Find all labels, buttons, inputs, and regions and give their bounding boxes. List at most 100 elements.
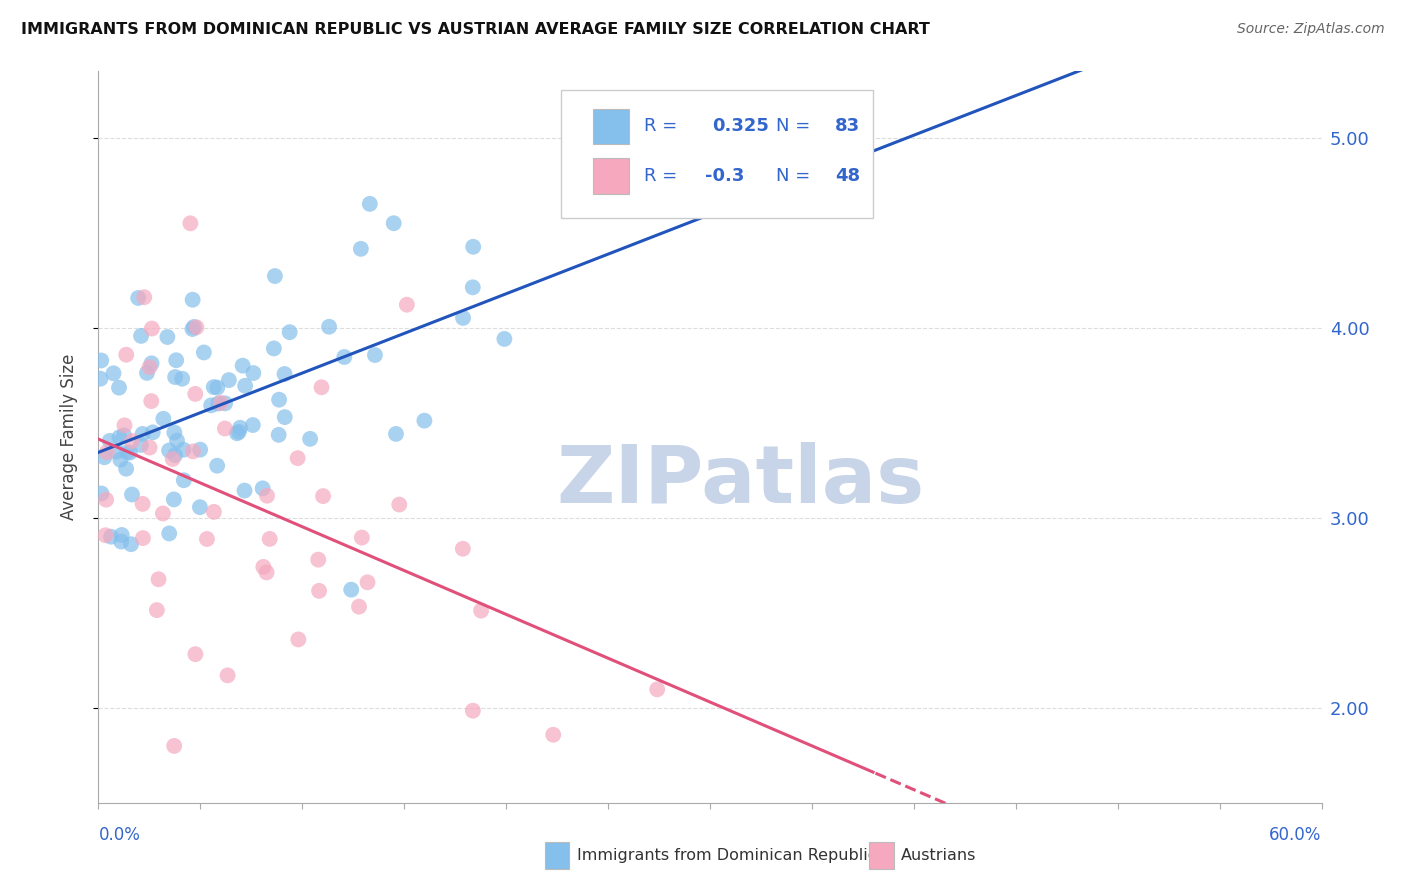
Point xyxy=(141,321,163,335)
Text: Immigrants from Dominican Republic: Immigrants from Dominican Republic xyxy=(576,848,876,863)
Point xyxy=(184,647,207,661)
Point xyxy=(461,704,484,718)
Point xyxy=(494,332,516,346)
Text: Source: ZipAtlas.com: Source: ZipAtlas.com xyxy=(1237,22,1385,37)
Point xyxy=(229,421,252,435)
Point xyxy=(120,537,142,551)
Point xyxy=(188,500,211,515)
Point xyxy=(259,532,281,546)
Point xyxy=(156,330,179,344)
Point xyxy=(127,291,149,305)
Point xyxy=(242,366,264,380)
Point xyxy=(112,428,135,442)
Point xyxy=(138,360,160,375)
Point xyxy=(110,534,132,549)
Point xyxy=(232,359,254,373)
Point xyxy=(89,372,111,386)
Text: Austrians: Austrians xyxy=(901,848,976,863)
Point xyxy=(181,322,204,336)
Point xyxy=(287,632,309,647)
Point xyxy=(115,445,138,459)
Point xyxy=(388,498,411,512)
Point xyxy=(163,425,186,440)
Point xyxy=(233,378,256,392)
Text: IMMIGRANTS FROM DOMINICAN REPUBLIC VS AUSTRIAN AVERAGE FAMILY SIZE CORRELATION C: IMMIGRANTS FROM DOMINICAN REPUBLIC VS AU… xyxy=(21,22,929,37)
Point xyxy=(115,461,138,475)
Point xyxy=(269,392,291,407)
Point xyxy=(90,486,112,500)
Point xyxy=(181,444,204,458)
Point xyxy=(136,366,159,380)
Point xyxy=(287,451,309,466)
Point xyxy=(132,531,155,545)
Point xyxy=(541,728,564,742)
Y-axis label: Average Family Size: Average Family Size xyxy=(59,354,77,520)
Point xyxy=(94,528,117,542)
Point xyxy=(129,329,152,343)
Point xyxy=(364,348,387,362)
FancyBboxPatch shape xyxy=(869,842,894,869)
Point xyxy=(157,526,180,541)
Point xyxy=(207,396,229,410)
Point xyxy=(165,353,187,368)
Point xyxy=(172,372,194,386)
FancyBboxPatch shape xyxy=(561,90,873,218)
Text: R =: R = xyxy=(644,117,683,136)
Point xyxy=(350,531,373,545)
Point xyxy=(202,505,225,519)
Point xyxy=(96,445,118,459)
Point xyxy=(110,452,132,467)
Point xyxy=(152,411,174,425)
Point xyxy=(461,280,484,294)
Point xyxy=(645,682,668,697)
Text: R =: R = xyxy=(644,167,683,185)
Point xyxy=(356,575,378,590)
Point xyxy=(242,418,264,433)
Point xyxy=(274,410,297,425)
Point xyxy=(94,492,117,507)
Point xyxy=(184,387,207,401)
Point xyxy=(131,497,153,511)
Point xyxy=(661,174,683,188)
Point xyxy=(105,444,128,458)
Text: 83: 83 xyxy=(835,117,860,136)
Point xyxy=(121,487,143,501)
Point xyxy=(100,530,122,544)
Point xyxy=(200,398,222,412)
Point xyxy=(451,310,474,325)
Point xyxy=(263,342,285,356)
Point xyxy=(163,492,186,507)
Text: 48: 48 xyxy=(835,167,860,185)
Point xyxy=(413,414,436,428)
Point xyxy=(218,373,240,387)
Point xyxy=(121,434,143,448)
Point xyxy=(463,240,485,254)
Point xyxy=(108,381,131,395)
Point xyxy=(209,396,232,410)
Point xyxy=(166,434,188,448)
Point xyxy=(385,426,408,441)
Point xyxy=(141,394,163,409)
Point xyxy=(157,443,180,458)
Point xyxy=(173,473,195,487)
Point xyxy=(93,450,115,465)
Point xyxy=(311,380,333,394)
Point xyxy=(395,298,418,312)
Point xyxy=(111,528,134,542)
Point xyxy=(217,668,239,682)
Text: 0.0%: 0.0% xyxy=(98,826,141,844)
Point xyxy=(382,216,405,230)
Text: ZIPatlas: ZIPatlas xyxy=(557,442,925,520)
Point xyxy=(202,380,225,394)
Point xyxy=(312,489,335,503)
Point xyxy=(115,348,138,362)
Point xyxy=(252,560,274,574)
Point xyxy=(165,448,187,462)
Point xyxy=(470,604,492,618)
Point xyxy=(214,396,236,410)
Point xyxy=(267,427,290,442)
Point xyxy=(214,421,236,435)
Point xyxy=(193,345,215,359)
Point xyxy=(318,319,340,334)
Point xyxy=(148,572,170,586)
